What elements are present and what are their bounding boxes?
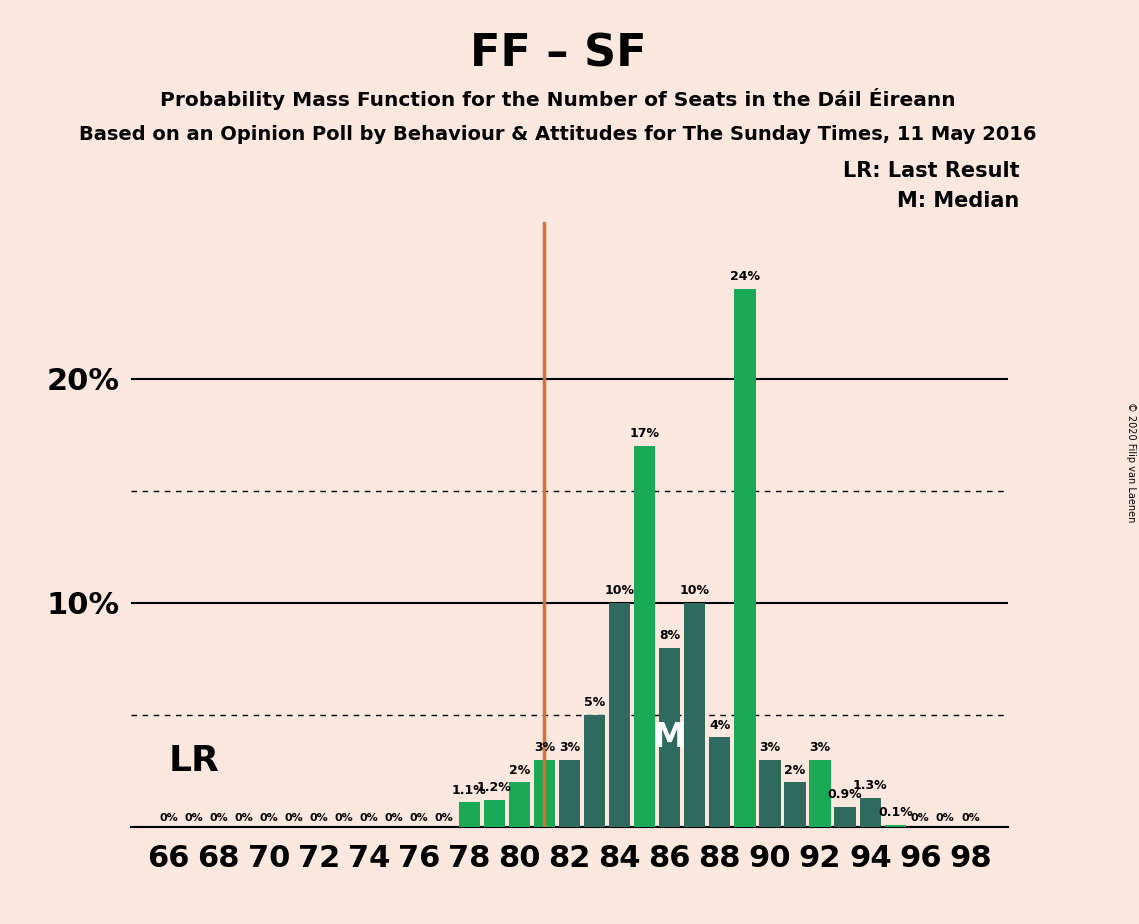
Bar	[810, 760, 830, 827]
Text: 24%: 24%	[730, 271, 760, 284]
Text: 1.2%: 1.2%	[477, 782, 511, 795]
Text: 5%: 5%	[584, 697, 605, 710]
Text: 0%: 0%	[335, 813, 353, 823]
Bar	[509, 782, 530, 827]
Text: 0%: 0%	[260, 813, 278, 823]
Text: 2%: 2%	[785, 763, 805, 776]
Text: 3%: 3%	[760, 741, 780, 754]
Text: 0%: 0%	[235, 813, 253, 823]
Bar	[735, 289, 755, 827]
Text: 0%: 0%	[911, 813, 929, 823]
Text: LR: Last Result: LR: Last Result	[843, 161, 1019, 181]
Text: 3%: 3%	[559, 741, 580, 754]
Text: Probability Mass Function for the Number of Seats in the Dáil Éireann: Probability Mass Function for the Number…	[161, 88, 956, 110]
Text: 0%: 0%	[385, 813, 403, 823]
Bar	[659, 648, 680, 827]
Text: 2%: 2%	[509, 763, 530, 776]
Text: 8%: 8%	[659, 629, 680, 642]
Bar	[760, 760, 780, 827]
Text: Based on an Opinion Poll by Behaviour & Attitudes for The Sunday Times, 11 May 2: Based on an Opinion Poll by Behaviour & …	[80, 125, 1036, 144]
Text: FF – SF: FF – SF	[470, 32, 646, 76]
Text: 0%: 0%	[285, 813, 303, 823]
Text: 0%: 0%	[961, 813, 980, 823]
Text: 10%: 10%	[680, 584, 710, 597]
Bar	[634, 446, 655, 827]
Bar	[459, 802, 480, 827]
Text: 17%: 17%	[630, 427, 659, 441]
Text: 0%: 0%	[310, 813, 328, 823]
Text: 3%: 3%	[534, 741, 555, 754]
Text: © 2020 Filip van Laenen: © 2020 Filip van Laenen	[1126, 402, 1136, 522]
Bar	[534, 760, 555, 827]
Text: 1.1%: 1.1%	[452, 784, 486, 796]
Bar	[685, 602, 705, 827]
Text: 3%: 3%	[810, 741, 830, 754]
Text: 0%: 0%	[159, 813, 178, 823]
Text: 1.3%: 1.3%	[853, 779, 887, 792]
Text: 0%: 0%	[360, 813, 378, 823]
Bar	[785, 782, 805, 827]
Bar	[835, 807, 855, 827]
Text: 0.9%: 0.9%	[828, 788, 862, 801]
Text: 0%: 0%	[936, 813, 954, 823]
Bar	[559, 760, 580, 827]
Text: 0%: 0%	[210, 813, 228, 823]
Text: 0%: 0%	[185, 813, 203, 823]
Text: M: Median: M: Median	[898, 191, 1019, 212]
Bar	[885, 825, 906, 827]
Text: 0.1%: 0.1%	[878, 806, 912, 820]
Bar	[609, 602, 630, 827]
Text: 0%: 0%	[435, 813, 453, 823]
Text: 10%: 10%	[605, 584, 634, 597]
Text: LR: LR	[169, 744, 220, 778]
Bar	[584, 715, 605, 827]
Text: M: M	[653, 721, 687, 754]
Bar	[710, 737, 730, 827]
Bar	[860, 797, 880, 827]
Text: 0%: 0%	[410, 813, 428, 823]
Text: 4%: 4%	[710, 719, 730, 732]
Bar	[484, 800, 505, 827]
